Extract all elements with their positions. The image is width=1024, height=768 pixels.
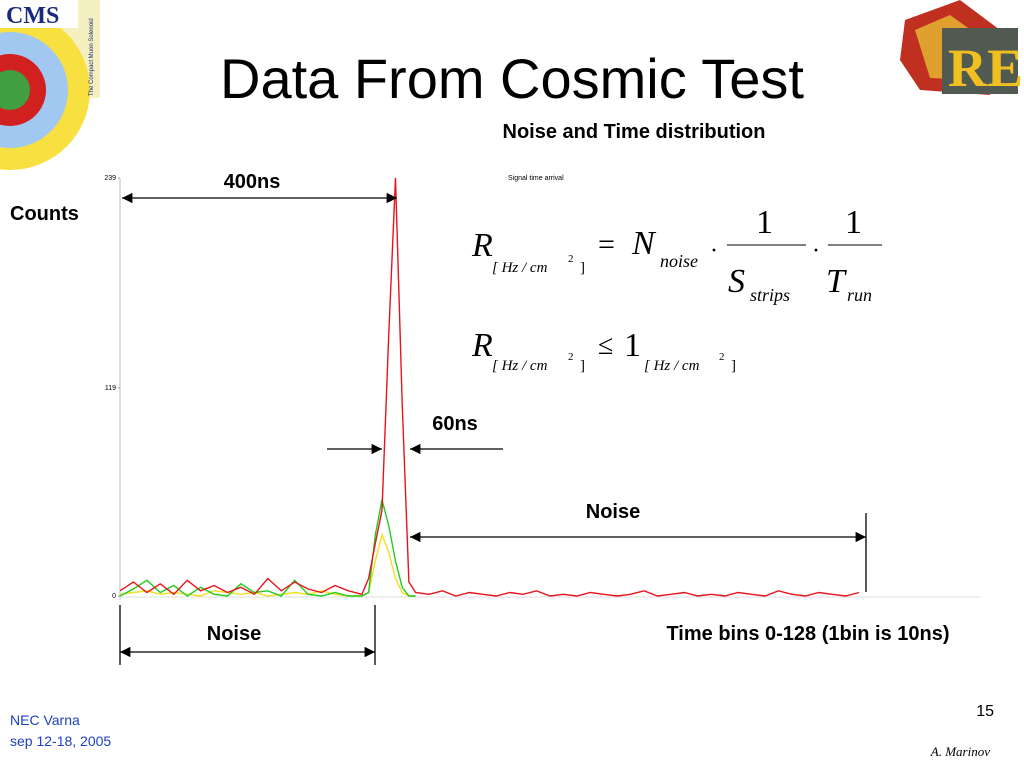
footer-event: NEC Varna bbox=[10, 712, 80, 728]
logo-text: CMS bbox=[6, 3, 59, 29]
footer-author: A. Marinov bbox=[930, 744, 990, 759]
formula-part: 2 bbox=[568, 253, 574, 265]
formula-part: [ Hz / cm bbox=[492, 260, 548, 276]
y-tick-label: 119 bbox=[105, 385, 116, 392]
formula-part: ≤ bbox=[598, 330, 613, 361]
formula-part: 1 bbox=[624, 327, 641, 364]
formula-part: R bbox=[471, 327, 493, 364]
formula-part: 2 bbox=[719, 351, 725, 363]
y-axis-label: Counts bbox=[10, 203, 79, 225]
formula-part: run bbox=[847, 285, 872, 305]
formula-part: ] bbox=[580, 260, 585, 276]
logo-label-bg bbox=[0, 0, 78, 28]
formula-part: ] bbox=[731, 358, 736, 374]
formula-limit: R [ Hz / cm 2 ] ≤ 1 [ Hz / cm 2 ] bbox=[471, 327, 736, 374]
formula-part: N bbox=[631, 225, 657, 262]
formula-part: · bbox=[710, 238, 718, 264]
formula-part: ] bbox=[580, 358, 585, 374]
formula-part: [ Hz / cm bbox=[492, 358, 548, 374]
formula-part: 1 bbox=[845, 204, 862, 241]
series-line bbox=[119, 177, 860, 597]
logo-ring bbox=[0, 70, 30, 110]
logo-text: RE bbox=[948, 38, 1023, 98]
formula-rate: R [ Hz / cm 2 ] = N noise · 1 S strips ·… bbox=[471, 204, 882, 305]
chart-title: Signal time arrival bbox=[508, 175, 564, 182]
x-axis-label: Time bins 0-128 (1bin is 10ns) bbox=[666, 623, 949, 645]
slide-title: Data From Cosmic Test bbox=[220, 47, 804, 110]
subtitle: Noise and Time distribution bbox=[503, 121, 766, 143]
logo-caption: The Compact Muon Solenoid bbox=[89, 18, 95, 96]
formula-part: R bbox=[471, 227, 493, 264]
formula-part: 1 bbox=[756, 204, 773, 241]
plot: 0 119 239 bbox=[104, 175, 860, 600]
formula-part: noise bbox=[660, 251, 698, 271]
annotation-arrows bbox=[119, 192, 867, 665]
formula-part: T bbox=[826, 263, 847, 300]
formula-part: 2 bbox=[568, 351, 574, 363]
annotation: Noise bbox=[586, 501, 640, 523]
series-line bbox=[119, 532, 416, 597]
y-tick-label: 239 bbox=[104, 175, 116, 182]
formula-part: · bbox=[812, 238, 820, 264]
y-tick-label: 0 bbox=[112, 593, 116, 600]
annotation: Noise bbox=[207, 623, 261, 645]
formula-part: = bbox=[598, 228, 615, 261]
annotation: 60ns bbox=[432, 413, 478, 435]
page-number: 15 bbox=[976, 703, 994, 720]
footer-dates: sep 12-18, 2005 bbox=[10, 733, 111, 749]
formula-part: [ Hz / cm bbox=[644, 358, 700, 374]
logo-box bbox=[942, 28, 1018, 94]
annotation: 400ns bbox=[224, 171, 281, 193]
formula-part: strips bbox=[750, 285, 790, 305]
re-logo: RE bbox=[900, 0, 1023, 98]
cms-logo: CMS The Compact Muon Solenoid bbox=[0, 0, 100, 170]
formula-part: S bbox=[728, 263, 745, 300]
